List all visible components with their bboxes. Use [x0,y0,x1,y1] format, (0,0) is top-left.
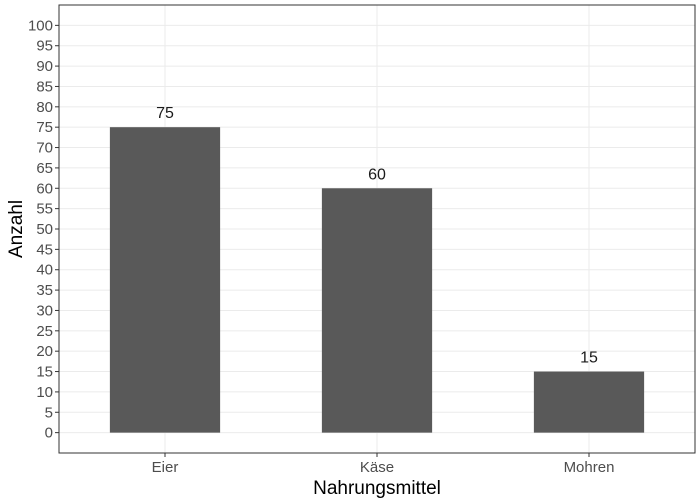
y-tick-label: 0 [45,425,53,442]
bar-eier [109,127,221,433]
y-axis-title: Anzahl [6,200,27,258]
x-axis-title: Nahrungsmittel [313,478,441,499]
y-tick-label: 60 [36,180,53,197]
y-tick-label: 55 [36,201,53,218]
y-tick-label: 65 [36,160,53,177]
data-label: 60 [368,166,386,183]
y-tick-label: 30 [36,302,53,319]
y-tick-label: 50 [36,221,53,238]
x-tick-label: Eier [152,459,179,476]
y-tick-label: 70 [36,140,53,157]
y-tick-label: 90 [36,58,53,75]
y-axis: 0 5 10 15 20 25 30 35 40 45 50 55 60 65 70 75 80 85 90 95 10… [28,17,59,442]
y-tick-label: 20 [36,343,53,360]
x-tick-label: Käse [360,459,394,476]
y-tick-label: 35 [36,282,53,299]
y-tick-label: 40 [36,262,53,279]
y-tick-label: 45 [36,241,53,258]
data-labels-layer: 75 60 15 [156,105,598,366]
x-tick-label: Mohren [564,459,615,476]
y-tick-label: 10 [36,384,53,401]
y-tick-label: 5 [45,404,53,421]
data-label: 15 [580,350,598,367]
y-tick-label: 15 [36,364,53,381]
y-tick-label: 100 [28,17,53,34]
y-tick-label: 25 [36,323,53,340]
x-axis: Eier Käse Mohren [152,453,615,476]
y-tick-label: 80 [36,99,53,116]
bar-mohren [533,371,645,433]
y-tick-label: 75 [36,119,53,136]
panel-border [58,4,696,454]
y-tick-label: 95 [36,38,53,55]
bars-layer [109,127,645,433]
y-tick-label: 85 [36,78,53,95]
data-label: 75 [156,105,174,122]
bar-k-se [321,188,433,433]
